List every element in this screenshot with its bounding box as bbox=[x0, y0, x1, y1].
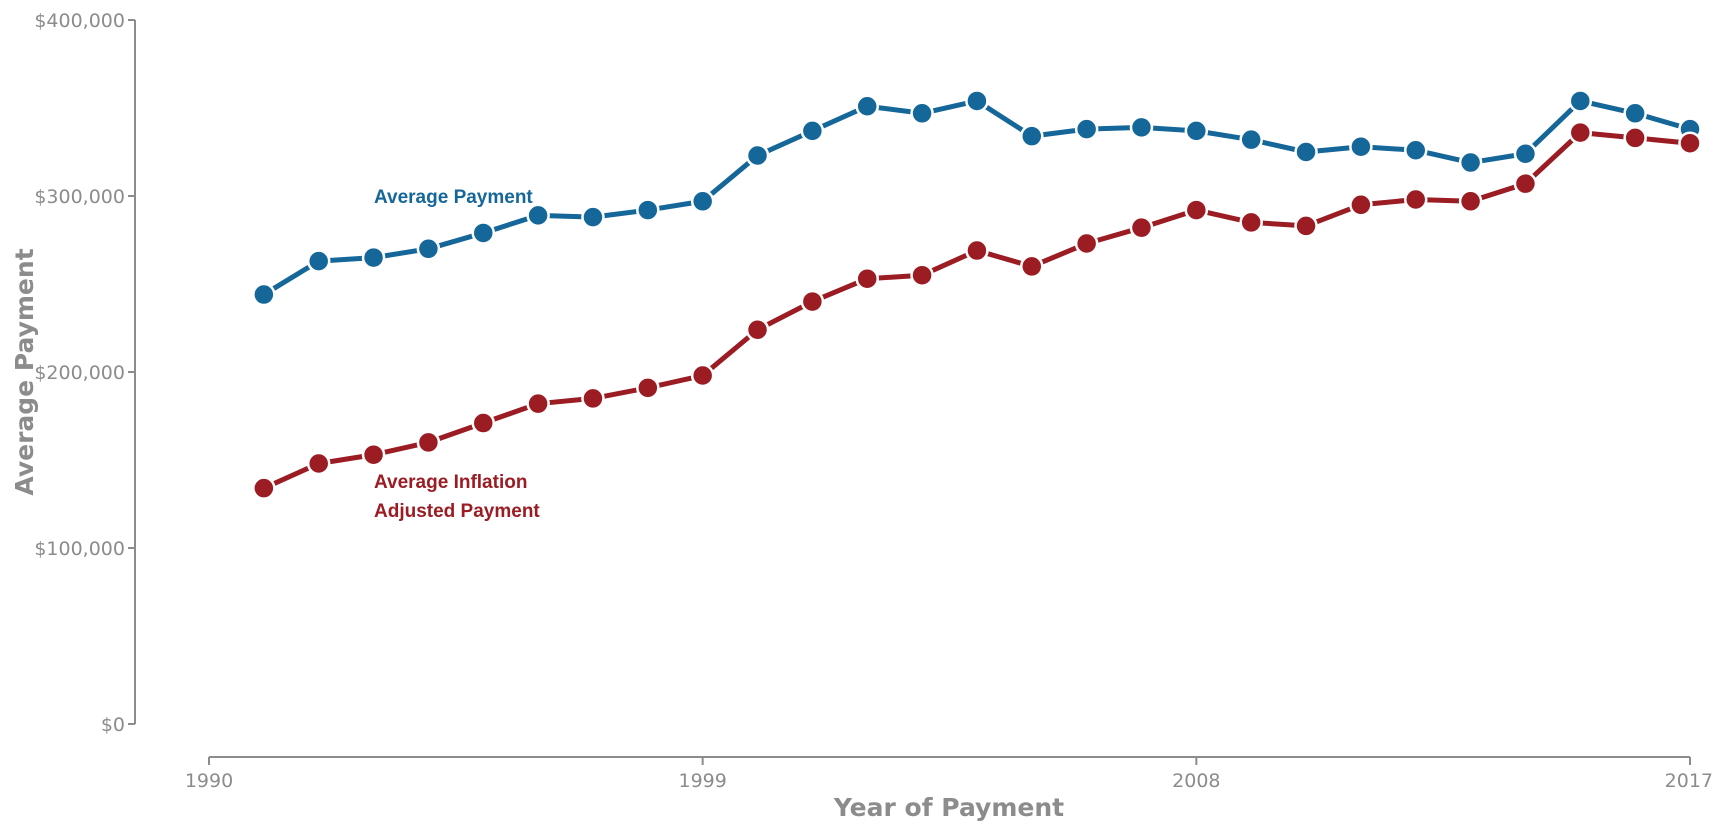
data-point bbox=[800, 289, 825, 314]
series-label-average-payment: Average Payment bbox=[374, 187, 533, 208]
series-line bbox=[262, 130, 1691, 491]
x-axis-ticks: 1990 1999 2008 2017 bbox=[185, 757, 1713, 792]
series-average-payment bbox=[252, 89, 1702, 307]
data-point bbox=[526, 203, 550, 228]
series-labels: Average Payment Average Inflation Adjust… bbox=[374, 187, 540, 522]
x-tick-label: 2008 bbox=[1172, 770, 1220, 792]
data-point bbox=[910, 263, 934, 287]
data-point bbox=[1678, 131, 1702, 155]
series-label-line-1: Average Inflation bbox=[374, 472, 527, 493]
data-point bbox=[1403, 187, 1428, 212]
series-label-line-2: Adjusted Payment bbox=[374, 501, 540, 522]
data-point bbox=[416, 237, 441, 261]
x-tick-label: 1990 bbox=[185, 770, 233, 792]
data-point bbox=[745, 143, 770, 168]
data-point bbox=[1294, 214, 1318, 238]
data-point bbox=[306, 451, 331, 476]
data-point bbox=[581, 205, 605, 229]
series-layer bbox=[252, 89, 1702, 500]
data-point bbox=[1239, 127, 1263, 152]
data-point bbox=[1184, 119, 1209, 143]
data-point bbox=[361, 245, 386, 270]
data-point bbox=[690, 189, 715, 214]
data-point bbox=[471, 221, 496, 245]
data-point bbox=[1349, 134, 1373, 159]
data-point bbox=[745, 318, 770, 342]
data-point bbox=[1513, 142, 1538, 166]
data-point bbox=[471, 411, 496, 435]
data-point bbox=[1074, 231, 1099, 256]
data-point bbox=[965, 89, 989, 113]
series-label-inflation-adjusted: Average Inflation Adjusted Payment bbox=[374, 472, 540, 522]
data-point bbox=[855, 94, 879, 118]
data-point bbox=[1513, 171, 1538, 196]
y-tick-label: $0 bbox=[101, 714, 125, 736]
data-point bbox=[1074, 117, 1099, 141]
data-point bbox=[361, 442, 386, 467]
data-point bbox=[1403, 138, 1428, 162]
data-point bbox=[1294, 140, 1318, 164]
x-tick-label: 1999 bbox=[678, 770, 726, 792]
data-point bbox=[526, 391, 550, 416]
x-axis-title: Year of Payment bbox=[833, 793, 1064, 822]
series-inflation-adjusted-payment bbox=[252, 120, 1702, 500]
y-tick-label: $400,000 bbox=[34, 10, 125, 32]
data-point bbox=[1458, 150, 1483, 175]
data-point bbox=[1568, 120, 1593, 145]
data-point bbox=[1623, 101, 1647, 126]
data-point bbox=[252, 476, 276, 500]
y-axis-title: Average Payment bbox=[10, 248, 39, 495]
data-point bbox=[1349, 193, 1373, 217]
data-point bbox=[636, 376, 660, 400]
axes bbox=[134, 20, 1690, 758]
x-tick-label: 2017 bbox=[1665, 770, 1713, 792]
data-point bbox=[910, 101, 934, 126]
data-point bbox=[636, 198, 660, 222]
data-point bbox=[1020, 124, 1044, 148]
data-point bbox=[306, 249, 331, 273]
y-tick-label: $300,000 bbox=[34, 186, 125, 208]
data-point bbox=[690, 363, 715, 388]
data-point bbox=[800, 119, 825, 143]
data-point bbox=[965, 238, 989, 263]
data-point bbox=[1129, 215, 1154, 240]
data-point bbox=[581, 386, 605, 411]
data-point bbox=[1623, 126, 1647, 150]
data-point bbox=[855, 266, 879, 291]
data-point bbox=[416, 430, 441, 455]
y-tick-label: $200,000 bbox=[34, 362, 125, 384]
data-point bbox=[1129, 115, 1154, 140]
data-point bbox=[1184, 198, 1209, 222]
data-point bbox=[1568, 89, 1593, 113]
y-axis-ticks: $0 $100,000 $200,000 $300,000 $400,000 bbox=[34, 10, 135, 736]
y-tick-label: $100,000 bbox=[34, 538, 125, 560]
data-point bbox=[1020, 254, 1044, 279]
data-point bbox=[252, 282, 276, 307]
data-point bbox=[1458, 189, 1483, 214]
data-point bbox=[1239, 210, 1263, 235]
